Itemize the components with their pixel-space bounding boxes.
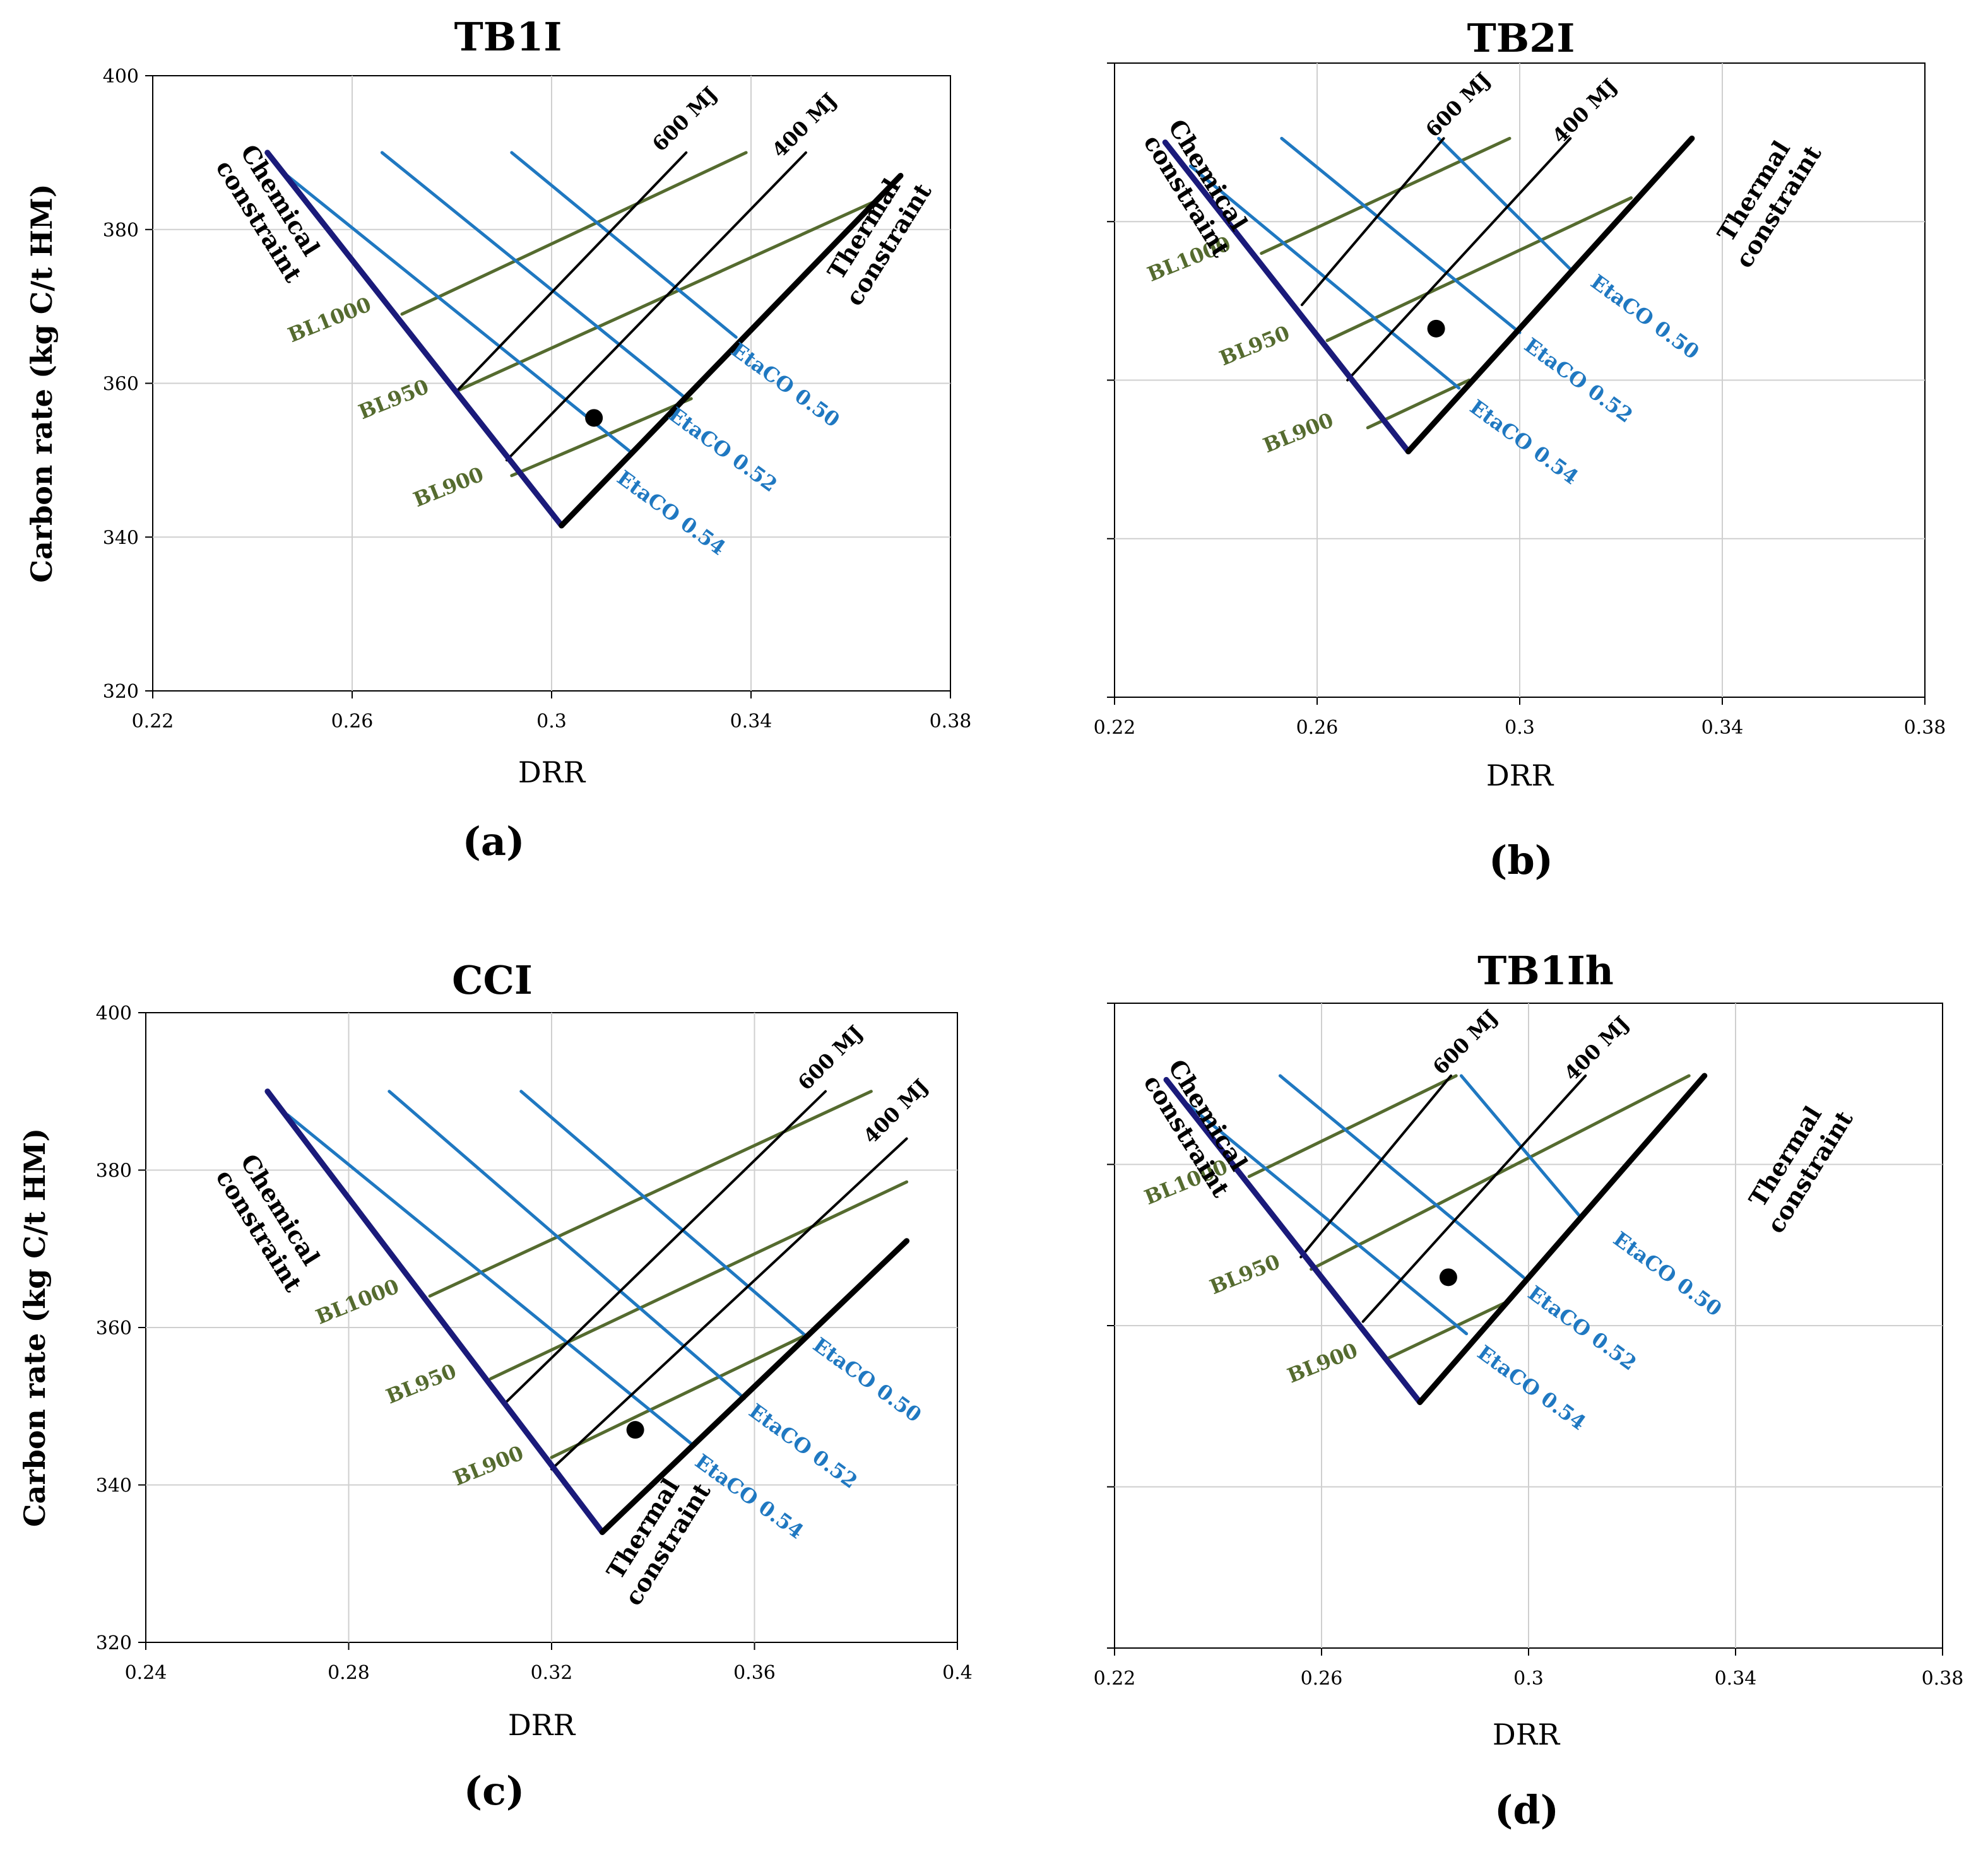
series-line-bl1000: [1260, 136, 1512, 255]
x-tick-label: 0.34: [1701, 717, 1744, 739]
series-line-bl900: [1387, 1300, 1510, 1360]
chart-title: TB1I: [454, 14, 562, 60]
series-line-bl950: [489, 1180, 909, 1381]
x-axis-title: DRR: [1486, 758, 1554, 792]
y-tick-label: 380: [96, 1160, 132, 1182]
chart-title: TB1Ih: [1477, 948, 1614, 994]
y-tick-label: 360: [96, 1317, 132, 1340]
series-line-etaco-0-54: [1185, 1102, 1469, 1336]
chart-panel-a: 0.22 0.26 0.3 0.34 0.38320340360380400BL1000…: [25, 14, 971, 864]
series-line-bl950: [1310, 1074, 1691, 1271]
series-line-bl1000: [400, 151, 748, 316]
series-line-600-mj: [504, 1090, 827, 1404]
x-tick-label: 0.4: [942, 1662, 973, 1684]
series-line-chemical-constraint: [1163, 1076, 1423, 1405]
x-tick-label: 0.26: [1301, 1668, 1343, 1690]
series-line-thermal-constraint: [1405, 135, 1695, 455]
series-line-bl950: [1325, 196, 1633, 343]
x-tick-label: 0.34: [1715, 1668, 1757, 1690]
x-axis-title: DRR: [1493, 1717, 1561, 1752]
y-tick-label: 340: [103, 527, 139, 549]
y-tick-label: 360: [103, 374, 139, 396]
series-line-400-mj: [505, 151, 807, 462]
series-line-chemical-constraint: [264, 150, 565, 529]
y-axis-title: Carbon rate (kg C/t HM): [18, 1128, 52, 1527]
panel-label: (c): [464, 1768, 524, 1814]
x-tick-label: 0.38: [930, 710, 972, 733]
x-tick-label: 0.3: [536, 710, 567, 733]
x-tick-label: 0.28: [328, 1662, 370, 1684]
x-tick-label: 0.36: [733, 1662, 776, 1684]
series-line-600-mj: [1299, 1074, 1452, 1259]
series-line-chemical-constraint: [264, 1088, 605, 1535]
x-tick-label: 0.22: [1094, 1668, 1136, 1690]
series-line-400-mj: [550, 1137, 908, 1471]
x-tick-label: 0.32: [531, 1662, 573, 1684]
series-line-bl900: [550, 1333, 807, 1459]
operating-point: [1427, 319, 1445, 338]
chart-panel-d: 0.22 0.26 0.3 0.34 0.38BL1000BL950BL900EtaCO…: [1094, 948, 1964, 1833]
operating-point: [1439, 1268, 1457, 1287]
operating-point: [626, 1421, 644, 1439]
x-tick-label: 0.26: [331, 710, 374, 733]
x-tick-label: 0.34: [730, 710, 772, 733]
panel-label: (b): [1489, 837, 1553, 883]
x-tick-label: 0.38: [1904, 717, 1946, 739]
series-line-etaco-0-52: [1280, 136, 1522, 334]
panel-label: (a): [463, 818, 525, 864]
chart-panel-c: 0.24 0.28 0.32 0.36 0.4320340360380400BL1000…: [18, 957, 973, 1814]
x-tick-label: 0.22: [1094, 717, 1136, 739]
chart-panel-b: 0.22 0.26 0.3 0.34 0.38BL1000BL950BL900EtaCO…: [1094, 15, 1946, 883]
y-tick-label: 400: [103, 66, 139, 88]
x-tick-label: 0.3: [1513, 1668, 1544, 1690]
series-line-etaco-0-54: [286, 1113, 695, 1447]
series-line-etaco-0-52: [380, 151, 688, 401]
x-tick-label: 0.24: [125, 1662, 167, 1684]
series-line-etaco-0-52: [1278, 1074, 1525, 1279]
x-tick-label: 0.26: [1296, 717, 1339, 739]
y-tick-label: 380: [103, 220, 139, 242]
series-line-etaco-0-50: [1437, 136, 1572, 271]
y-axis-title: Carbon rate (kg C/t HM): [25, 184, 59, 582]
y-tick-label: 320: [96, 1632, 132, 1654]
series-line-bl1000: [428, 1090, 873, 1298]
x-tick-label: 0.22: [132, 710, 174, 733]
series-line-etaco-0-52: [388, 1090, 746, 1400]
x-axis-title: DRR: [518, 755, 586, 789]
y-tick-label: 400: [96, 1003, 132, 1025]
series-line-600-mj: [455, 151, 688, 392]
chart-title: TB2I: [1467, 15, 1575, 61]
series-line-bl900: [510, 397, 693, 478]
y-tick-label: 340: [96, 1475, 132, 1497]
panel-label: (d): [1494, 1787, 1559, 1833]
series-line-etaco-0-50: [519, 1090, 807, 1337]
series-line-thermal-constraint: [559, 172, 904, 529]
series-line-chemical-constraint: [1162, 139, 1411, 455]
series-line-thermal-constraint: [599, 1238, 910, 1535]
series-line-bl1000: [1247, 1074, 1458, 1179]
series-line-thermal-constraint: [1417, 1073, 1708, 1405]
x-tick-label: 0.38: [1922, 1668, 1964, 1690]
y-tick-label: 320: [103, 681, 139, 703]
series-line-400-mj: [1361, 1074, 1587, 1323]
operating-point: [585, 409, 603, 427]
series-line-etaco-0-50: [510, 151, 738, 339]
series-line-600-mj: [1300, 137, 1445, 307]
series-line-etaco-0-54: [285, 174, 633, 454]
chart-title: CCI: [452, 957, 533, 1003]
x-axis-title: DRR: [508, 1708, 576, 1742]
series-line-400-mj: [1346, 137, 1572, 382]
x-tick-label: 0.3: [1505, 717, 1535, 739]
